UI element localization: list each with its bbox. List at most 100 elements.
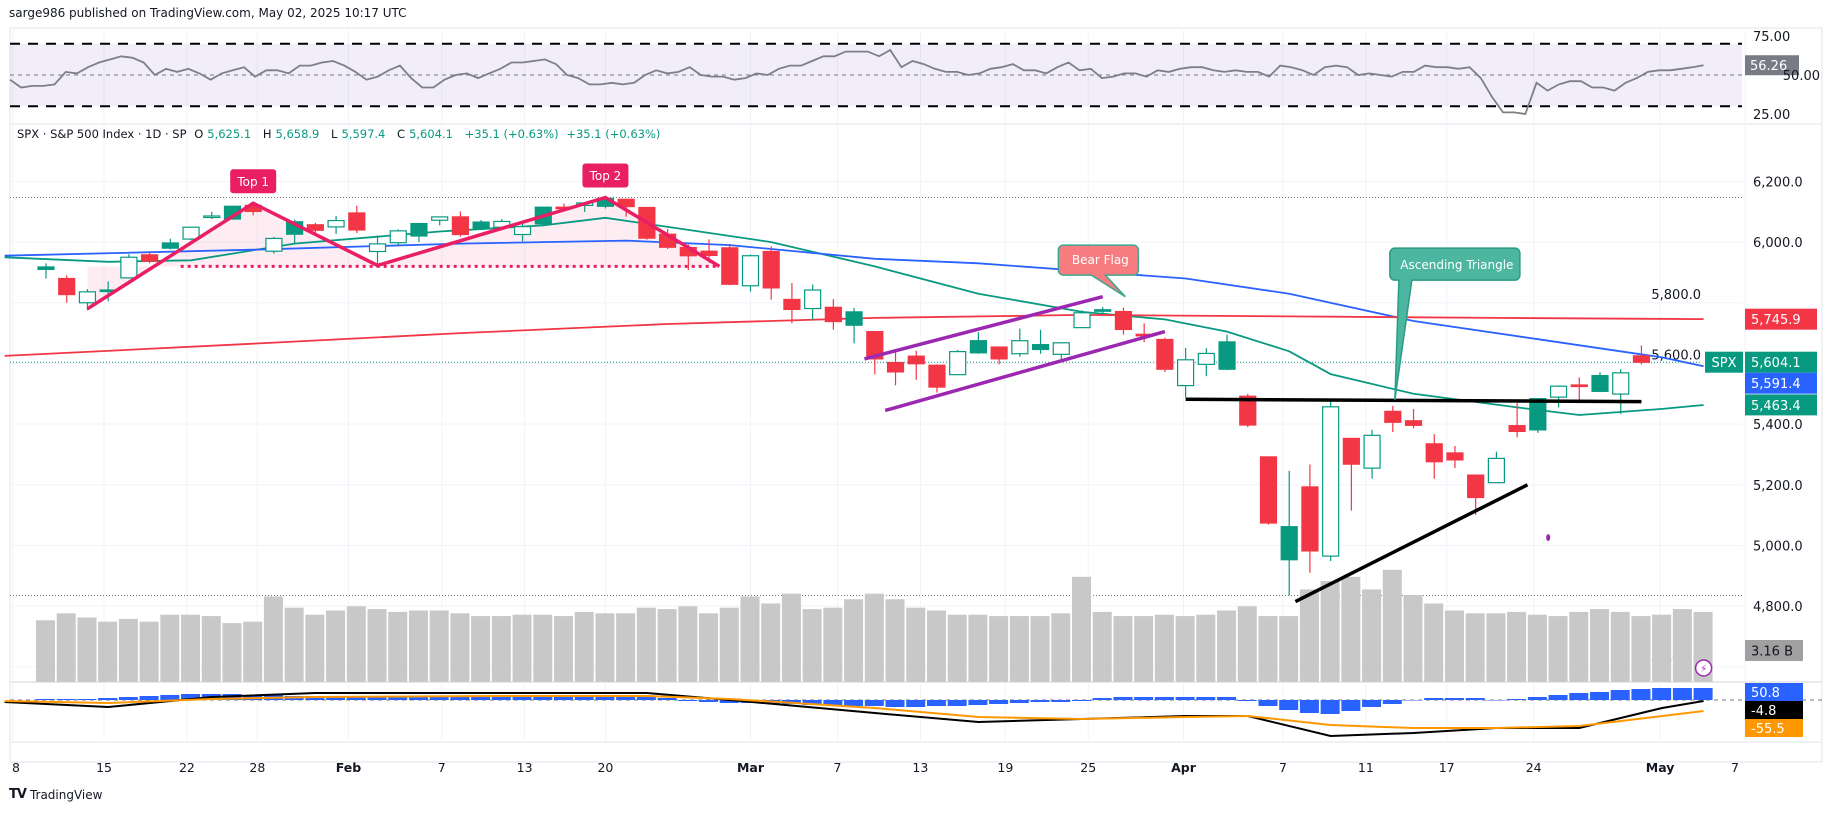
macd-hist-bar <box>36 699 55 700</box>
lightning-icon-glyph: ⚡ <box>1700 664 1707 675</box>
x-tick-label: Apr <box>1171 760 1197 775</box>
price-y-tick: 5,400.0 <box>1753 418 1803 433</box>
volume-bar <box>388 611 408 682</box>
price-badge-ma-50: 5,591.4 <box>1745 372 1817 394</box>
macd-badge-histogram: 50.8 <box>1745 683 1803 701</box>
volume-bar <box>450 613 470 682</box>
price-badge-text: 5,745.9 <box>1751 313 1801 328</box>
volume-bar <box>1258 616 1278 682</box>
volume-bar <box>1631 616 1651 682</box>
macd-hist-bar <box>1631 689 1651 700</box>
chart-frame <box>9 27 1823 763</box>
macd-hist-bar <box>1590 692 1609 700</box>
candle <box>990 346 1008 365</box>
candle <box>907 350 925 380</box>
volume-bar <box>243 621 263 682</box>
candle <box>949 349 967 376</box>
volume-bar <box>1217 610 1237 682</box>
volume-bar <box>77 617 97 682</box>
volume-bar <box>367 609 387 682</box>
macd-hist-bar <box>1237 700 1257 701</box>
macd-hist-bar <box>429 697 449 700</box>
macd-hist-bar <box>554 697 573 700</box>
macd-hist-bar <box>595 696 615 700</box>
price-y-tick: 6,200.0 <box>1753 175 1803 190</box>
macd-hist-bar <box>160 695 180 700</box>
candle-body <box>472 221 490 229</box>
rsi-y-tick: 50.00 <box>1783 69 1820 84</box>
x-tick-label: 28 <box>249 760 265 775</box>
candle-body <box>1363 434 1381 469</box>
volume-bar <box>844 599 864 682</box>
tradingview-footer: TV TradingView <box>9 787 102 802</box>
rsi-badge-bg <box>1745 55 1799 76</box>
x-tick-label: 19 <box>997 760 1013 775</box>
double-top-shading <box>87 197 720 309</box>
macd-hist-bar <box>1548 695 1568 700</box>
volume-bar <box>761 603 781 682</box>
volume-bar <box>781 593 801 682</box>
volume-bar <box>222 623 242 682</box>
macd-hist-bar <box>1258 700 1278 706</box>
candle-body <box>741 255 760 287</box>
volume-bar <box>1175 616 1195 682</box>
macd-hist-bar <box>77 699 97 700</box>
candle-body <box>1322 406 1340 557</box>
volume-bar <box>1424 603 1444 682</box>
candle <box>203 211 221 220</box>
macd-hist-bar <box>1320 700 1340 714</box>
volume-bar <box>823 607 843 682</box>
volume-bar <box>740 596 760 682</box>
x-tick-label: 20 <box>597 760 613 775</box>
candle <box>1301 464 1319 573</box>
macd-hist-bar <box>1465 698 1485 700</box>
macd-hist-bar <box>823 700 843 705</box>
candle-body <box>783 298 801 311</box>
volume-bar <box>1009 616 1029 682</box>
macd-hist-bar <box>1175 697 1195 700</box>
candle <box>1591 372 1609 393</box>
candle <box>804 284 822 321</box>
macd-hist-bar <box>906 700 926 707</box>
volume-bar <box>139 621 159 682</box>
macd-hist-bar <box>1217 697 1237 700</box>
volume-bar <box>56 613 76 682</box>
candle <box>1342 437 1360 511</box>
volume-bar <box>263 596 283 682</box>
candle <box>886 352 905 386</box>
top-1-label: Top 1 <box>230 169 277 194</box>
candle <box>1197 348 1215 377</box>
macd-hist-bar <box>491 697 511 700</box>
candle-body <box>1239 395 1257 426</box>
volume-bar <box>1237 606 1257 682</box>
macd-hist-bar <box>181 694 201 700</box>
macd-hist-bar <box>1030 700 1050 702</box>
symbol-tag-text: SPX <box>1712 356 1737 371</box>
tradingview-logo-icon: TV <box>9 787 27 802</box>
marker-dot <box>1546 534 1551 542</box>
triangle-resistance <box>1185 397 1642 404</box>
candle-body <box>37 266 55 270</box>
lightning-icon: ⚡ <box>1694 659 1713 677</box>
candle-body <box>866 330 884 360</box>
price-badge-ma-200: 5,745.9 <box>1745 308 1817 330</box>
legend-low: L 5,597.4 <box>331 127 386 141</box>
legend-close: C 5,604.1 <box>397 127 453 141</box>
candle-body <box>1176 359 1195 387</box>
volume-bar <box>657 609 677 682</box>
candle-body <box>1384 410 1402 423</box>
volume-bar <box>1092 611 1112 682</box>
candle-body <box>1591 374 1609 392</box>
macd-badge-text: -55.5 <box>1751 722 1785 737</box>
rsi-last-value-badge: 56.26 <box>1745 55 1799 76</box>
volume-bar <box>554 616 573 682</box>
macd-hist-bar <box>1569 693 1589 700</box>
candle-body <box>368 243 387 253</box>
candle <box>182 226 200 241</box>
macd-hist-bar <box>1403 700 1423 701</box>
candle-body <box>1404 420 1423 426</box>
macd-hist-bar <box>636 696 656 700</box>
candle <box>1612 369 1630 415</box>
macd-badge-bg <box>1745 701 1803 719</box>
